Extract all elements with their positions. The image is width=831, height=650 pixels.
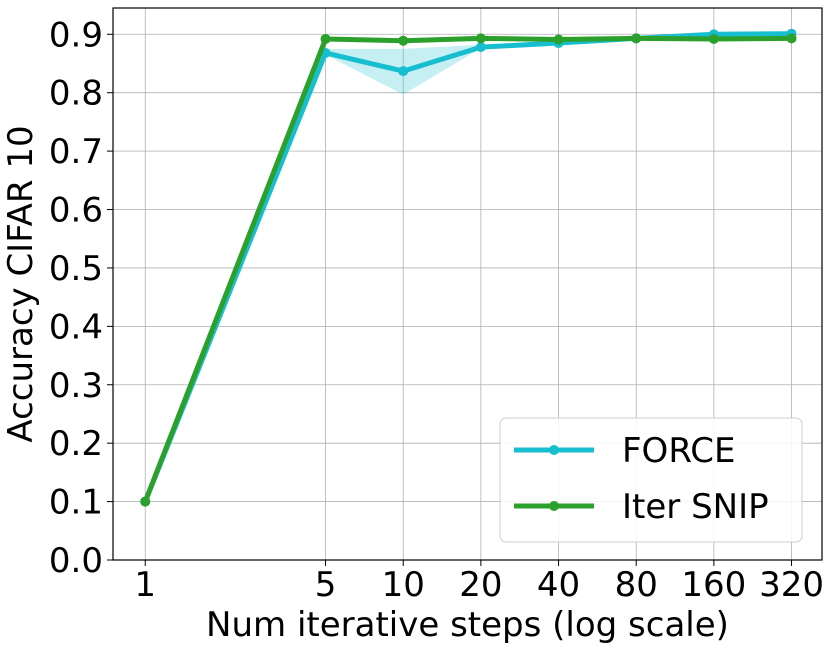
y-tick-label: 0.4: [49, 307, 103, 347]
data-point: [631, 33, 642, 44]
x-tick-label: 40: [537, 565, 580, 605]
x-tick-label: 20: [459, 565, 502, 605]
y-axis-ticks: 0.0 0.1 0.2 0.3 0.4 0.5 0.6 0.7 0.8 0.9: [49, 15, 113, 581]
series-line: [142, 31, 792, 503]
y-tick-label: 0.8: [49, 74, 103, 114]
y-tick-label: 0.5: [49, 249, 103, 289]
series-lines: [140, 28, 797, 507]
y-axis-label: Accuracy CIFAR 10: [1, 125, 41, 442]
x-axis-ticks: 1 5 10 20 40 80 160 320: [134, 560, 824, 605]
x-tick-label: 160: [681, 565, 746, 605]
y-tick-label: 0.0: [49, 541, 103, 581]
plot-frame: [112, 7, 823, 561]
y-tick-label: 0.7: [49, 132, 103, 172]
data-point: [786, 33, 797, 44]
legend-marker: [549, 445, 559, 455]
x-axis-label: Num iterative steps (log scale): [206, 605, 729, 645]
y-tick-label: 0.2: [49, 424, 103, 464]
data-point: [398, 66, 409, 77]
x-tick-label: 5: [315, 565, 337, 605]
x-tick-label: 320: [759, 565, 824, 605]
y-tick-label: 0.3: [49, 366, 103, 406]
legend-marker: [549, 501, 559, 511]
data-point: [708, 33, 719, 44]
data-point: [553, 34, 564, 45]
legend-label: Iter SNIP: [622, 487, 769, 527]
x-tick-label: 1: [134, 565, 156, 605]
grid: [113, 8, 822, 561]
x-tick-label: 10: [382, 565, 425, 605]
data-point: [475, 42, 486, 53]
legend-label: FORCE: [622, 431, 735, 471]
data-point: [320, 33, 331, 44]
data-point: [140, 496, 151, 507]
x-tick-label: 80: [615, 565, 658, 605]
data-point: [398, 35, 409, 46]
y-tick-label: 0.9: [49, 15, 103, 55]
data-point: [475, 33, 486, 44]
y-tick-label: 0.1: [49, 483, 103, 523]
series-line: [142, 35, 792, 503]
y-tick-label: 0.6: [49, 191, 103, 231]
legend: FORCE Iter SNIP: [499, 417, 803, 543]
